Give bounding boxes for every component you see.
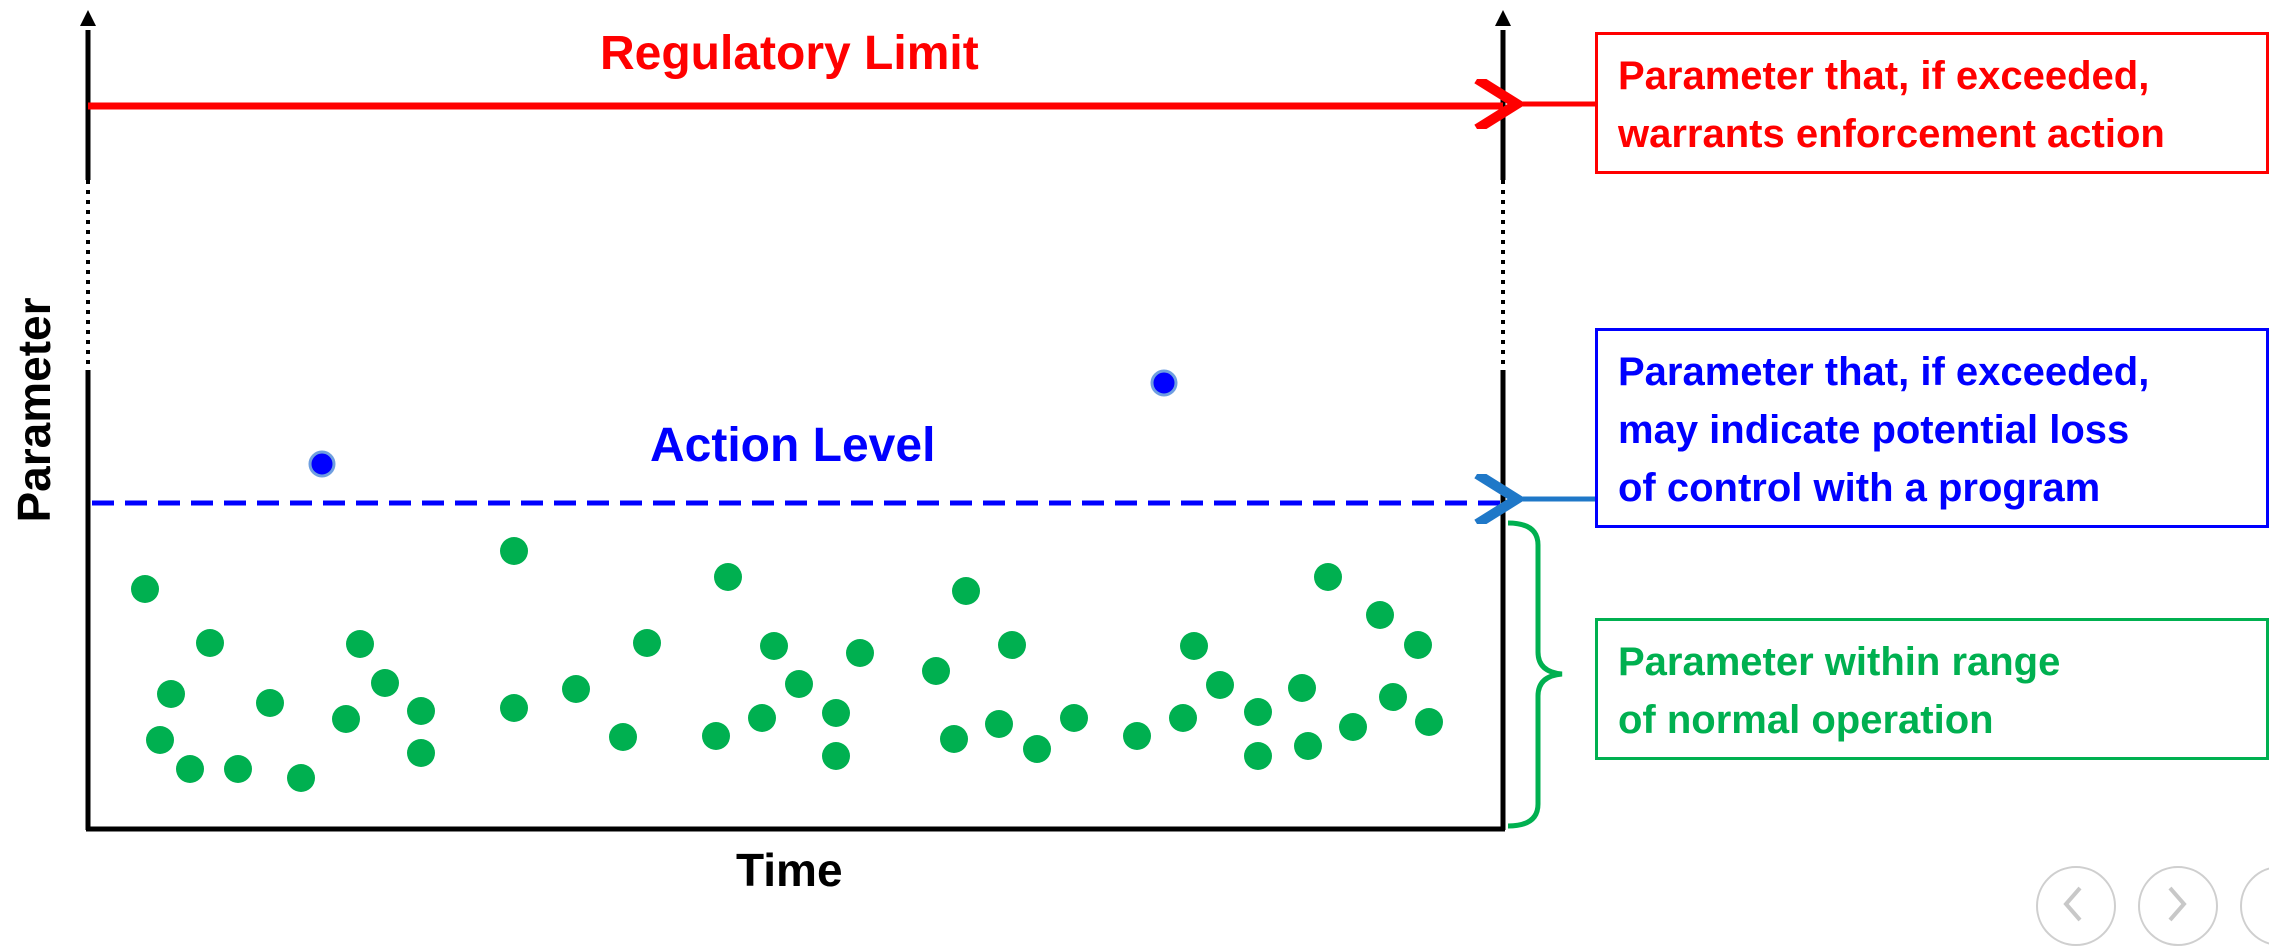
data-point-normal <box>131 575 159 603</box>
data-point-normal <box>1244 698 1272 726</box>
regulatory-limit-description-box: Parameter that, if exceeded, warrants en… <box>1595 32 2269 174</box>
data-point-normal <box>1206 671 1234 699</box>
data-point-normal <box>822 699 850 727</box>
data-point-normal <box>846 639 874 667</box>
data-point-normal <box>371 669 399 697</box>
chevron-left-icon <box>2063 886 2082 922</box>
data-point-normal <box>224 755 252 783</box>
right-axis-arrowhead <box>1495 10 1511 26</box>
data-point-normal <box>562 675 590 703</box>
action-level-description-line: may indicate potential loss <box>1618 408 2130 452</box>
next-slide-button[interactable] <box>2138 866 2218 946</box>
normal-range-description-box: Parameter within range of normal operati… <box>1595 618 2269 760</box>
data-point-normal <box>952 577 980 605</box>
data-point-normal <box>714 563 742 591</box>
data-point-normal <box>407 697 435 725</box>
data-point-normal <box>1060 704 1088 732</box>
data-point-normal <box>256 689 284 717</box>
data-point-normal <box>146 726 174 754</box>
data-point-normal <box>1180 632 1208 660</box>
regulatory-limit-label: Regulatory Limit <box>600 27 979 80</box>
diagram-canvas <box>80 10 1595 832</box>
y-axis-arrowhead <box>80 10 96 26</box>
chevron-right-icon <box>2168 886 2187 922</box>
data-point-normal <box>407 739 435 767</box>
data-point-above-action-level <box>1150 369 1178 397</box>
data-point-normal <box>500 694 528 722</box>
data-point-normal <box>760 632 788 660</box>
data-point-normal <box>1404 631 1432 659</box>
data-point-normal <box>1023 735 1051 763</box>
data-point-normal <box>822 742 850 770</box>
data-point-normal <box>1123 722 1151 750</box>
data-point-normal <box>609 723 637 751</box>
data-point-normal <box>500 537 528 565</box>
data-point-normal <box>633 629 661 657</box>
data-point-normal <box>157 680 185 708</box>
data-point-normal <box>1379 683 1407 711</box>
x-axis-label: Time <box>736 844 843 896</box>
points-normal-range <box>131 537 1443 792</box>
data-point-normal <box>1294 732 1322 760</box>
data-point-normal <box>702 722 730 750</box>
data-point-normal <box>346 630 374 658</box>
points-above-action-level <box>308 369 1178 478</box>
action-level-description-box: Parameter that, if exceeded, may indicat… <box>1595 328 2269 528</box>
data-point-normal <box>940 725 968 753</box>
action-level-description-line: of control with a program <box>1618 466 2101 510</box>
data-point-normal <box>998 631 1026 659</box>
data-point-normal <box>1314 563 1342 591</box>
normal-range-description-line: Parameter within range <box>1618 640 2061 684</box>
regulatory-limit-description-line: Parameter that, if exceeded, <box>1618 54 2150 98</box>
data-point-normal <box>785 670 813 698</box>
data-point-normal <box>176 755 204 783</box>
monitoring-diagram: Regulatory Limit Action Level Time Param… <box>8 10 2269 946</box>
regulatory-limit-description-line: warrants enforcement action <box>1618 112 2165 156</box>
data-point-normal <box>1339 713 1367 741</box>
data-point-normal <box>985 710 1013 738</box>
normal-range-bracket <box>1507 520 1563 829</box>
data-point-normal <box>1288 674 1316 702</box>
normal-range-description-line: of normal operation <box>1618 698 1994 742</box>
y-axis-label: Parameter <box>8 297 60 523</box>
data-point-normal <box>1415 708 1443 736</box>
right-axis <box>1495 10 1511 830</box>
data-point-normal <box>748 704 776 732</box>
data-point-normal <box>1366 601 1394 629</box>
action-level-label: Action Level <box>650 419 936 472</box>
data-point-normal <box>287 764 315 792</box>
data-point-normal <box>196 629 224 657</box>
data-point-above-action-level <box>308 450 336 478</box>
data-point-normal <box>1169 704 1197 732</box>
data-point-normal <box>1244 742 1272 770</box>
previous-slide-button[interactable] <box>2036 866 2116 946</box>
action-level-description-line: Parameter that, if exceeded, <box>1618 350 2150 394</box>
y-axis <box>80 10 96 830</box>
data-point-normal <box>922 657 950 685</box>
data-point-normal <box>332 705 360 733</box>
